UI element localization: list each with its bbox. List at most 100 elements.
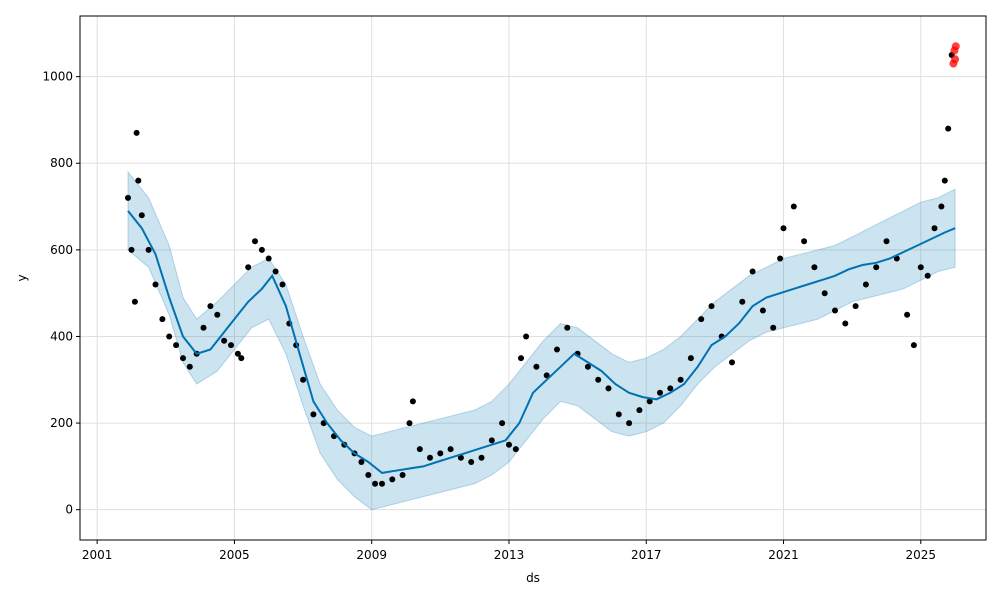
- y-axis-ticks: 0 200 400 600 800 1000: [42, 70, 80, 517]
- observed-point: [180, 355, 186, 362]
- observed-point: [533, 363, 540, 370]
- observed-point: [584, 363, 591, 370]
- observed-point: [372, 480, 379, 487]
- observed-point: [832, 307, 838, 314]
- x-tick-label: 2009: [356, 548, 387, 562]
- observed-point: [938, 203, 945, 210]
- observed-point: [478, 454, 485, 461]
- observed-point: [749, 268, 756, 275]
- observed-point: [523, 333, 530, 340]
- observed-point: [406, 420, 413, 427]
- observed-point: [821, 290, 828, 297]
- observed-point: [657, 389, 663, 396]
- observed-point: [777, 255, 784, 262]
- observed-point: [770, 324, 777, 331]
- uncertainty-area: [127, 170, 956, 511]
- observed-point: [852, 303, 859, 310]
- observed-point: [543, 372, 550, 379]
- observed-point: [564, 324, 571, 331]
- observed-point: [873, 264, 880, 271]
- y-tick-label: 1000: [42, 70, 73, 84]
- observed-point: [379, 480, 385, 487]
- observed-point: [159, 316, 166, 323]
- observed-point: [128, 246, 135, 253]
- observed-point: [186, 363, 193, 370]
- x-tick-label: 2005: [219, 548, 250, 562]
- observed-point: [729, 359, 735, 366]
- x-tick-label: 2001: [82, 548, 113, 562]
- observed-point: [468, 459, 475, 465]
- observed-point: [409, 398, 416, 405]
- observed-point: [138, 212, 145, 219]
- x-tick-label: 2013: [494, 548, 525, 562]
- x-tick-label: 2025: [906, 548, 937, 562]
- observed-point: [200, 324, 207, 331]
- observed-point: [842, 320, 849, 327]
- observed-point: [152, 281, 159, 288]
- plot-frame: [79, 15, 987, 541]
- observed-point: [228, 342, 234, 349]
- y-axis-label: y: [15, 274, 29, 281]
- observed-point: [166, 333, 173, 340]
- observed-point: [207, 303, 214, 310]
- y-tick-label: 800: [50, 156, 73, 170]
- observed-point: [780, 225, 787, 232]
- observed-point: [667, 385, 674, 392]
- observed-point: [595, 376, 602, 383]
- y-tick-label: 200: [50, 416, 73, 430]
- observed-point: [931, 225, 938, 232]
- observed-point: [221, 337, 228, 344]
- observed-point: [427, 454, 433, 461]
- observed-point: [677, 376, 684, 383]
- observed-point: [605, 385, 612, 392]
- observed-point: [133, 129, 140, 136]
- observed-point: [310, 411, 317, 418]
- observed-point: [272, 268, 279, 275]
- forecast-line-group: [127, 210, 956, 474]
- observed-point: [265, 255, 272, 262]
- observed-point: [499, 420, 506, 427]
- observed-point: [687, 355, 694, 362]
- observed-point: [512, 446, 519, 453]
- observed-point: [646, 398, 653, 405]
- x-axis-label: ds: [526, 571, 540, 585]
- forecast-line: [127, 210, 956, 474]
- observed-point: [279, 281, 286, 288]
- observed-point: [941, 177, 948, 184]
- observed-point: [245, 264, 252, 271]
- observed-point: [214, 311, 221, 318]
- observed-point: [626, 420, 633, 427]
- observed-point: [739, 298, 746, 305]
- x-tick-label: 2021: [768, 548, 799, 562]
- y-tick-label: 400: [50, 329, 73, 343]
- observed-point: [252, 238, 258, 245]
- observed-point: [358, 459, 365, 465]
- observed-point: [238, 355, 245, 362]
- observed-point: [811, 264, 818, 271]
- observed-point: [924, 272, 931, 279]
- observed-point: [365, 472, 372, 478]
- observed-point: [883, 238, 890, 245]
- observed-point: [258, 246, 265, 253]
- uncertainty-band: [127, 170, 956, 511]
- observed-point: [173, 342, 180, 349]
- observed-point: [145, 246, 152, 253]
- plot-background: [80, 16, 986, 540]
- observed-point: [917, 264, 924, 271]
- observed-point: [389, 476, 396, 483]
- observed-point: [554, 346, 560, 353]
- observed-point: [447, 446, 454, 453]
- observed-point: [234, 350, 241, 357]
- highlight-point: [951, 42, 960, 51]
- x-axis-ticks: 2001 2005 2009 2013 2017 2021 2025: [82, 540, 936, 562]
- observed-point: [437, 450, 444, 457]
- observed-point: [698, 316, 705, 323]
- y-tick-label: 0: [65, 503, 73, 517]
- observed-point: [488, 437, 495, 444]
- x-tick-label: 2017: [631, 548, 662, 562]
- y-tick-label: 600: [50, 243, 73, 257]
- highlight-points: [949, 42, 960, 68]
- observed-point: [506, 441, 512, 448]
